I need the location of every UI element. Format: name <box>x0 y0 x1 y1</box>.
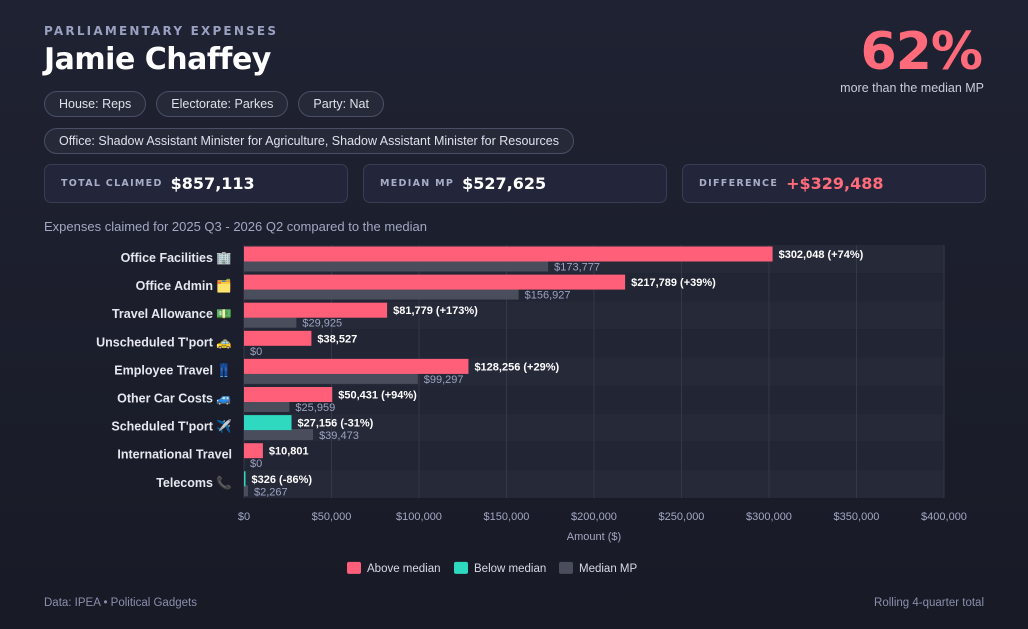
claimed-value-label: $326 (-86%) <box>252 474 313 486</box>
x-tick-label: $300,000 <box>746 511 792 523</box>
legend-label: Median MP <box>579 563 637 575</box>
stat-cards: TOTAL CLAIMED $857,113 MEDIAN MP $527,62… <box>44 164 986 203</box>
median-value-label: $25,959 <box>295 402 335 414</box>
percent-above-median: 62% <box>860 22 983 82</box>
claimed-bar <box>244 274 626 290</box>
stat-diff-value: +$329,488 <box>786 174 884 193</box>
claimed-bar <box>244 330 312 346</box>
stat-diff-label: DIFFERENCE <box>699 178 779 189</box>
tag-party: Party: Nat <box>298 91 384 117</box>
footer-note: Rolling 4-quarter total <box>874 597 984 609</box>
tag-office: Office: Shadow Assistant Minister for Ag… <box>44 128 574 154</box>
category-label: Telecoms 📞 <box>156 474 232 490</box>
stat-total-claimed: TOTAL CLAIMED $857,113 <box>44 164 348 203</box>
stat-total-value: $857,113 <box>170 174 255 193</box>
legend-swatch <box>559 561 573 574</box>
tag-electorate: Electorate: Parkes <box>156 91 289 117</box>
median-bar <box>244 288 519 300</box>
median-bar <box>244 260 549 272</box>
claimed-bar <box>244 302 388 318</box>
percent-caption: more than the median MP <box>840 81 984 95</box>
claimed-value-label: $81,779 (+173%) <box>393 305 478 317</box>
median-bar <box>244 316 297 328</box>
median-value-label: $156,927 <box>525 290 571 302</box>
stat-median-value: $527,625 <box>462 174 547 193</box>
legend-swatch <box>454 561 468 574</box>
data-source: Data: IPEA • Political Gadgets <box>44 597 197 609</box>
x-tick-label: $250,000 <box>659 511 705 523</box>
category-label: Travel Allowance 💵 <box>112 307 232 321</box>
median-value-label: $99,297 <box>424 374 464 386</box>
median-value-label: $2,267 <box>254 486 288 498</box>
median-value-label: $173,777 <box>554 262 600 274</box>
x-tick-label: $400,000 <box>921 511 967 523</box>
legend-label: Above median <box>367 563 441 575</box>
claimed-bar <box>244 443 263 459</box>
median-value-label: $0 <box>250 346 262 358</box>
median-bar <box>244 429 314 441</box>
tag-house: House: Reps <box>44 91 147 117</box>
category-label: Office Facilities 🏢 <box>121 251 232 265</box>
stat-median-mp: MEDIAN MP $527,625 <box>363 164 667 203</box>
stat-median-label: MEDIAN MP <box>380 178 455 189</box>
expenses-bar-chart: $302,048 (+74%) $173,777 Office Facilities… <box>96 245 967 575</box>
category-label: Unscheduled T'port 🚕 <box>96 335 232 349</box>
claimed-bar <box>244 387 333 402</box>
median-bar <box>244 485 248 497</box>
claimed-value-label: $217,789 (+39%) <box>631 277 716 289</box>
x-tick-label: $100,000 <box>396 511 442 523</box>
category-label: Office Admin 🗂️ <box>136 278 232 293</box>
x-tick-label: $350,000 <box>834 511 880 523</box>
legend-swatch <box>347 561 361 574</box>
median-value-label: $0 <box>250 458 262 470</box>
claimed-bar <box>244 358 469 374</box>
claimed-value-label: $302,048 (+74%) <box>779 249 864 261</box>
x-tick-label: $0 <box>238 511 250 523</box>
claimed-value-label: $50,431 (+94%) <box>338 390 417 402</box>
median-bar <box>244 401 290 412</box>
x-axis-label: Amount ($) <box>567 531 621 543</box>
legend-label: Below median <box>474 563 546 575</box>
category-label: Employee Travel 👖 <box>114 362 232 377</box>
stat-difference: DIFFERENCE +$329,488 <box>682 164 986 203</box>
median-value-label: $29,925 <box>302 318 342 330</box>
x-tick-label: $50,000 <box>312 511 352 523</box>
x-tick-label: $150,000 <box>484 511 530 523</box>
x-tick-label: $200,000 <box>571 511 617 523</box>
claimed-value-label: $38,527 <box>317 333 357 345</box>
claimed-value-label: $27,156 (-31%) <box>298 418 374 430</box>
stat-total-label: TOTAL CLAIMED <box>61 178 163 189</box>
mp-name: Jamie Chaffey <box>44 42 271 77</box>
claimed-bar <box>244 246 773 262</box>
category-label: Other Car Costs 🚙 <box>117 392 232 407</box>
median-value-label: $39,473 <box>319 430 359 442</box>
claimed-bar <box>244 471 246 487</box>
page-kicker: PARLIAMENTARY EXPENSES <box>44 24 279 38</box>
claimed-value-label: $10,801 <box>269 446 309 458</box>
tag-row: House: Reps Electorate: Parkes Party: Na… <box>44 91 384 117</box>
chart-subtitle: Expenses claimed for 2025 Q3 - 2026 Q2 c… <box>44 219 427 234</box>
claimed-bar <box>244 415 292 431</box>
median-bar <box>244 372 418 384</box>
category-label: International Travel <box>117 448 232 462</box>
category-label: Scheduled T'port ✈️ <box>111 419 232 434</box>
claimed-value-label: $128,256 (+29%) <box>474 361 559 373</box>
